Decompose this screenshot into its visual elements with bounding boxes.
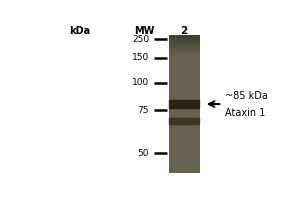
Text: 100: 100 [132, 78, 149, 87]
Text: kDa: kDa [69, 26, 90, 36]
Bar [169, 100, 199, 108]
Text: Ataxin 1: Ataxin 1 [225, 108, 265, 118]
Text: 250: 250 [132, 35, 149, 44]
Text: 75: 75 [138, 106, 149, 115]
Text: 150: 150 [132, 53, 149, 62]
Text: 2: 2 [180, 26, 188, 36]
Bar [169, 118, 199, 124]
Text: ~85 kDa: ~85 kDa [225, 91, 268, 101]
Text: MW: MW [134, 26, 154, 36]
Text: 50: 50 [138, 149, 149, 158]
